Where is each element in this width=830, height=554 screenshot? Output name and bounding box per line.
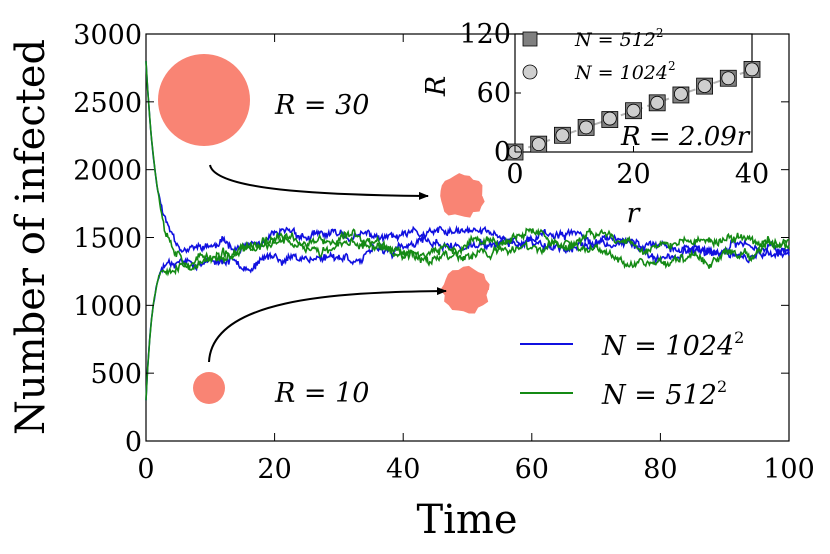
inset-circle-point: [579, 120, 593, 135]
main-x-tick-label: 60: [515, 454, 549, 485]
upper-fractal-blob: [440, 173, 485, 218]
inset-y-tick-label: 120: [459, 19, 511, 50]
main-y-tick-label: 0: [125, 427, 142, 458]
main-y-tick-label: 500: [90, 359, 142, 390]
main-x-tick-label: 0: [137, 454, 154, 485]
inset-circle-point: [602, 111, 617, 126]
inset-circle-point: [721, 71, 736, 86]
inset-x-tick-label: 0: [506, 159, 523, 190]
inset-y-tick-label: 60: [477, 78, 511, 109]
legend-label-512: N = 5122: [601, 377, 727, 411]
small-disk-label: R = 10: [274, 378, 369, 409]
main-x-tick-label: 80: [643, 454, 677, 485]
big-disk-label: R = 30: [274, 90, 369, 121]
lower-arrow: [208, 287, 447, 363]
big-infection-disk: [158, 54, 250, 146]
inset-data-points: [506, 61, 761, 161]
inset-x-ticks: 0 20 40: [506, 146, 769, 190]
main-series-lines: [145, 61, 790, 401]
main-x-tick-label: 100: [763, 454, 815, 485]
main-x-ticks: 0 20 40 60 80 100: [137, 34, 815, 485]
lower-fractal-blob: [440, 265, 490, 314]
main-y-tick-label: 2500: [73, 88, 142, 119]
upper-arrow: [209, 164, 429, 200]
main-x-tick-label: 20: [257, 454, 291, 485]
main-legend: N = 10242 N = 5122: [520, 328, 744, 411]
main-y-tick-label: 1500: [73, 224, 142, 255]
inset-legend-label-512: N = 5122: [574, 26, 664, 51]
annotations: R = 30 R = 10: [158, 54, 490, 409]
inset-x-axis-label: r: [627, 198, 642, 229]
inset-y-axis-label: R: [421, 76, 452, 97]
inset-fit-label: R = 2.09r: [620, 122, 751, 152]
inset-legend-circle-marker: [522, 64, 538, 80]
main-y-tick-label: 3000: [73, 20, 142, 51]
small-infection-disk: [193, 372, 225, 404]
main-y-tick-label: 1000: [73, 291, 142, 322]
main-x-tick-label: 40: [386, 454, 420, 485]
main-series-line: [145, 232, 790, 401]
inset-y-tick-label: 0: [494, 137, 511, 168]
inset-legend-label-1024: N = 10242: [574, 59, 676, 84]
inset-circle-point: [674, 87, 688, 101]
inset-x-tick-label: 20: [616, 159, 650, 190]
inset-y-ticks: 0 60 120: [459, 19, 521, 168]
inset-plot: 0 20 40 0 60 120 r R R = 2.09r N = 5122 N = …: [421, 19, 769, 229]
inset-circle-point: [531, 137, 546, 152]
inset-circle-point: [555, 128, 570, 143]
legend-label-1024: N = 10242: [601, 328, 744, 362]
inset-circle-point: [626, 103, 641, 118]
main-y-axis-label: Number of infected: [8, 39, 54, 435]
inset-circle-point: [697, 79, 712, 94]
inset-circle-point: [650, 95, 665, 110]
inset-legend-square-marker: [522, 31, 538, 47]
main-y-tick-label: 2000: [73, 156, 142, 187]
inset-x-tick-label: 40: [735, 159, 769, 190]
main-x-axis-label: Time: [416, 497, 517, 543]
inset-circle-point: [745, 62, 759, 77]
